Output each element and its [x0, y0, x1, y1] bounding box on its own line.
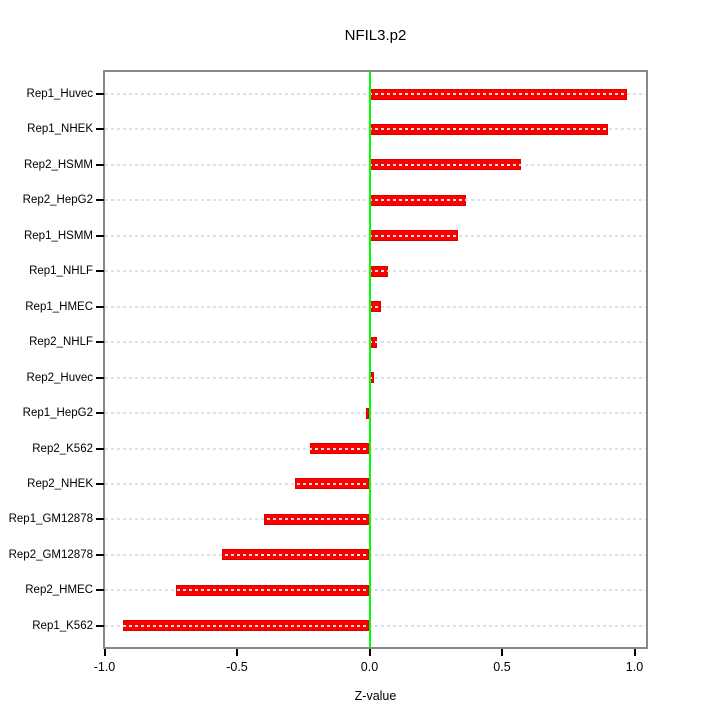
gridline	[105, 412, 646, 415]
y-tick-label: Rep1_Huvec	[26, 88, 93, 100]
y-tick	[96, 234, 104, 237]
y-tick-label: Rep1_GM12878	[8, 513, 93, 526]
gridline	[105, 482, 646, 485]
y-tick-label: Rep1_NHLF	[29, 265, 93, 278]
y-tick	[96, 447, 104, 450]
y-tick	[96, 518, 104, 521]
y-tick-label: Rep1_HSMM	[23, 229, 93, 242]
y-tick-label: Rep2_NHEK	[27, 477, 93, 490]
gridline	[105, 128, 646, 131]
y-tick	[96, 412, 104, 415]
x-tick	[633, 649, 636, 656]
gridline	[105, 341, 646, 344]
gridline	[105, 163, 646, 166]
gridline	[105, 589, 646, 592]
y-tick-label: Rep2_HepG2	[22, 194, 93, 207]
y-tick-label: Rep2_GM12878	[8, 548, 93, 561]
y-tick-label: Rep2_HMEC	[25, 584, 93, 597]
y-tick	[96, 376, 104, 379]
zero-reference-line	[368, 72, 371, 647]
y-tick	[96, 341, 104, 344]
plot-area-border	[103, 70, 648, 649]
x-axis-label: Z-value	[354, 689, 397, 703]
y-tick	[96, 624, 104, 627]
y-tick-label: Rep2_NHLF	[29, 336, 93, 349]
x-tick	[501, 649, 503, 656]
gridline	[105, 199, 646, 202]
chart-title: NFIL3.p2	[344, 27, 407, 44]
x-tick-label: 0.0	[360, 660, 379, 674]
y-tick	[96, 163, 104, 166]
x-tick	[236, 649, 238, 656]
gridline	[105, 270, 646, 273]
y-tick	[96, 553, 104, 556]
x-tick	[368, 649, 371, 656]
y-tick	[96, 93, 104, 95]
y-tick-label: Rep2_HSMM	[23, 158, 93, 171]
x-tick-label: 0.5	[493, 660, 511, 674]
x-tick-label: -1.0	[93, 660, 116, 674]
y-tick-label: Rep1_HepG2	[22, 407, 93, 420]
y-tick	[96, 482, 104, 485]
gridline	[105, 518, 646, 521]
gridline	[105, 624, 646, 627]
y-tick	[96, 589, 104, 592]
y-tick-label: Rep1_NHEK	[27, 123, 93, 136]
x-tick-label: 1.0	[625, 660, 644, 674]
y-tick	[96, 199, 104, 202]
gridline	[105, 93, 646, 95]
gridline	[105, 553, 646, 556]
y-tick-label: Rep1_K562	[32, 619, 93, 632]
y-tick	[96, 270, 104, 273]
gridline	[105, 447, 646, 450]
x-tick-label: -0.5	[226, 660, 248, 674]
y-tick-label: Rep1_HMEC	[25, 300, 93, 313]
y-tick	[96, 305, 104, 308]
x-tick	[103, 649, 106, 656]
gridline	[105, 234, 646, 237]
y-tick	[96, 128, 104, 131]
gridline	[105, 305, 646, 308]
y-tick-label: Rep2_K562	[32, 442, 93, 455]
y-tick-label: Rep2_Huvec	[26, 371, 93, 384]
gridline	[105, 376, 646, 379]
